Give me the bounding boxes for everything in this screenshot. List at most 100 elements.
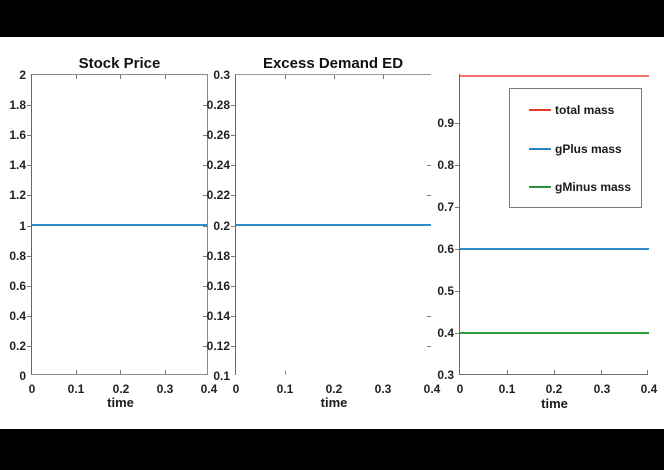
tick-mark <box>647 370 648 374</box>
tick-mark <box>203 135 207 136</box>
tick-mark <box>203 346 207 347</box>
legend-line-sample-red <box>529 109 551 111</box>
x-axis-label: time <box>320 395 348 410</box>
tick-mark <box>427 316 431 317</box>
tick-mark <box>27 256 31 257</box>
y-tick-label: 1.2 <box>9 188 26 202</box>
x-tick-label: 0.4 <box>200 382 218 396</box>
tick-mark <box>203 226 207 227</box>
tick-mark <box>455 207 459 208</box>
legend-label: gMinus mass <box>555 180 632 194</box>
tick-mark <box>455 249 459 250</box>
tick-mark <box>203 105 207 106</box>
legend-entry-gminus-mass: gMinus mass <box>529 180 631 194</box>
y-tick-label: 0.22 <box>206 188 230 202</box>
y-tick-label: 0 <box>19 369 26 383</box>
tick-mark <box>120 75 121 79</box>
x-tick-label: 0.1 <box>276 382 294 396</box>
y-tick-label: 0.2 <box>9 339 26 353</box>
tick-mark <box>203 256 207 257</box>
x-tick-label: 0.2 <box>112 382 130 396</box>
stock-price-title: Stock Price <box>78 55 161 72</box>
y-tick-label: 0.8 <box>9 249 26 263</box>
y-tick-label: 0.6 <box>9 279 26 293</box>
tick-mark <box>76 75 77 79</box>
y-tick-label: 0.18 <box>206 249 230 263</box>
x-axis-label: time <box>107 395 134 410</box>
y-tick-label: 1.4 <box>9 158 26 172</box>
gminus-mass-line <box>460 332 649 334</box>
legend-entry-gplus-mass: gPlus mass <box>529 142 622 156</box>
tick-mark <box>120 370 121 374</box>
legend-entry-total-mass: total mass <box>529 103 614 117</box>
tick-mark <box>203 316 207 317</box>
tick-mark <box>27 226 31 227</box>
y-tick-label: 0.5 <box>437 284 454 298</box>
legend-line-sample-blue <box>529 148 551 150</box>
legend-box: total mass gPlus mass gMinus mass <box>509 88 642 208</box>
y-tick-label: 0.4 <box>437 326 454 340</box>
x-axis-label: time <box>541 396 568 411</box>
letterbox-bottom <box>0 429 664 470</box>
subplot-excess-demand: 0.3 0.28 0.26 0.24 0.22 0.2 0.18 0.16 0.… <box>207 68 441 410</box>
y-tick-label: 0.12 <box>206 339 230 353</box>
tick-mark <box>76 370 77 374</box>
y-tick-label: 0.9 <box>437 116 454 130</box>
tick-mark <box>231 135 235 136</box>
tick-mark <box>203 165 207 166</box>
tick-mark <box>27 286 31 287</box>
tick-mark <box>455 123 459 124</box>
legend-label: total mass <box>555 103 615 117</box>
y-tick-label: 1.8 <box>9 98 26 112</box>
y-tick-label: 0.1 <box>213 369 230 383</box>
tick-mark <box>383 75 384 79</box>
y-tick-label: 0.7 <box>437 200 454 214</box>
y-tick-label: 0.16 <box>206 279 230 293</box>
tick-mark <box>27 316 31 317</box>
x-tick-label: 0.1 <box>498 382 516 396</box>
tick-mark <box>285 75 286 79</box>
letterbox-top <box>0 0 664 37</box>
y-tick-label: 2 <box>19 68 26 82</box>
x-tick-label: 0 <box>232 382 240 396</box>
x-tick-label: 0.2 <box>545 382 563 396</box>
y-tick-label: 0.26 <box>206 128 230 142</box>
tick-mark <box>203 195 207 196</box>
tick-mark <box>507 370 508 374</box>
tick-mark <box>285 371 286 375</box>
tick-mark <box>554 370 555 374</box>
tick-mark <box>27 105 31 106</box>
legend-line-sample-green <box>529 186 551 188</box>
tick-mark <box>455 291 459 292</box>
x-tick-label: 0.3 <box>156 382 174 396</box>
tick-mark <box>427 346 431 347</box>
tick-mark <box>427 165 431 166</box>
tick-mark <box>231 165 235 166</box>
tick-mark <box>231 105 235 106</box>
gplus-mass-line <box>460 248 649 250</box>
tick-mark <box>231 316 235 317</box>
excess-demand-line <box>236 224 431 226</box>
x-tick-label: 0.4 <box>640 382 658 396</box>
y-tick-label: 1 <box>19 219 26 233</box>
x-tick-label: 0 <box>28 382 36 396</box>
tick-mark <box>203 286 207 287</box>
y-tick-label: 0.2 <box>213 219 230 233</box>
y-tick-label: 0.6 <box>437 242 454 256</box>
tick-mark <box>231 195 235 196</box>
tick-mark <box>165 75 166 79</box>
tick-mark <box>334 75 335 79</box>
y-tick-label: 0.14 <box>206 309 230 323</box>
x-tick-label: 0.3 <box>374 382 392 396</box>
x-tick-label: 0.3 <box>593 382 611 396</box>
tick-mark <box>27 135 31 136</box>
y-tick-label: 0.4 <box>9 309 26 323</box>
x-tick-label: 0.4 <box>423 382 441 396</box>
tick-mark <box>427 195 431 196</box>
legend-label: gPlus mass <box>555 142 622 156</box>
excess-demand-title: Excess Demand ED <box>262 55 404 72</box>
tick-mark <box>601 370 602 374</box>
tick-mark <box>27 346 31 347</box>
y-tick-label: 0.3 <box>213 68 230 82</box>
